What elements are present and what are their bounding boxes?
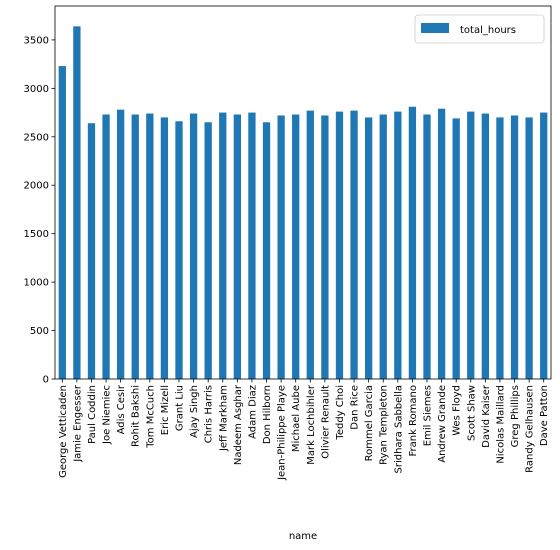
bar <box>481 113 489 379</box>
bar <box>146 113 154 379</box>
x-tick-label: Dave Patton <box>539 385 550 446</box>
bar <box>510 115 519 379</box>
legend-swatch <box>421 23 449 33</box>
x-tick-label: Michael Aube <box>291 385 302 452</box>
x-tick-label: Sridhara Sabbella <box>393 385 404 473</box>
bar <box>292 114 300 379</box>
bar <box>408 106 417 379</box>
legend-label: total_hours <box>460 25 516 36</box>
x-tick-label: Ajay Singh <box>189 385 200 438</box>
bar <box>365 117 373 380</box>
x-tick-label: Nadeem Asghar <box>233 384 244 465</box>
bar <box>452 118 460 379</box>
x-tick-label: Jean-Philippe Playe <box>277 385 288 481</box>
plot-frame <box>54 5 552 380</box>
bar <box>117 109 125 379</box>
x-axis: George Vetticaden Jamie Engesser Paul Codd… <box>58 379 550 481</box>
x-tick-label: Chris Harris <box>204 385 215 443</box>
y-tick-label: 1000 <box>24 278 49 289</box>
bar <box>73 26 81 379</box>
x-tick-label: Teddy Choi <box>335 385 346 441</box>
x-tick-label: Dan Rice <box>350 385 361 430</box>
x-tick-label: Rommel Garcia <box>364 385 375 461</box>
bar <box>219 112 227 379</box>
legend: total_hours <box>414 14 545 44</box>
bar <box>262 122 271 379</box>
x-tick-label: Wes Floyd <box>452 385 463 436</box>
x-tick-label: Greg Phillips <box>510 385 521 447</box>
bar <box>175 121 183 379</box>
bar <box>467 111 475 379</box>
bar <box>248 112 256 379</box>
x-tick-label: George Vetticaden <box>58 385 69 478</box>
bars-group <box>58 26 548 380</box>
x-tick-label: Jamie Engesser <box>72 384 83 463</box>
y-axis: 0 500 1000 1500 2000 2500 3000 3500 <box>24 35 55 386</box>
bar <box>525 117 533 380</box>
bar <box>277 115 285 379</box>
bar <box>160 117 169 380</box>
x-tick-label: Rohit Bakshi <box>131 385 142 447</box>
x-tick-label: Scott Shaw <box>466 385 477 441</box>
x-tick-label: Joe Niemiec <box>102 385 113 445</box>
x-tick-label: Tom McCuch <box>145 385 156 449</box>
x-tick-label: Jeff Markham <box>218 385 229 452</box>
bar <box>102 114 110 379</box>
bar <box>335 111 344 379</box>
x-tick-label: Paul Coddin <box>87 385 98 444</box>
bar <box>204 122 212 379</box>
y-tick-label: 0 <box>43 375 49 386</box>
bar <box>394 111 402 379</box>
bar <box>496 117 504 380</box>
bar <box>437 108 446 379</box>
y-tick-label: 3500 <box>24 35 49 46</box>
bar <box>131 114 139 379</box>
bar <box>87 123 96 379</box>
y-tick-label: 2500 <box>24 132 49 143</box>
bar <box>306 110 314 379</box>
bar <box>189 113 198 379</box>
bar <box>321 115 329 379</box>
x-axis-title: name <box>289 531 317 542</box>
bar <box>58 66 66 379</box>
bar <box>423 114 431 379</box>
bar <box>350 110 358 379</box>
x-tick-label: Olivier Renault <box>320 385 331 459</box>
x-tick-label: Nicolas Maillard <box>495 385 506 464</box>
y-tick-label: 2000 <box>24 181 49 192</box>
x-tick-label: Emil Siemes <box>423 385 434 446</box>
x-tick-label: David Kaiser <box>481 384 492 448</box>
legend-box <box>414 14 545 44</box>
x-tick-label: Mark Lochbihler <box>306 384 317 465</box>
x-tick-label: Ryan Templeton <box>379 385 390 465</box>
y-tick-label: 1500 <box>24 229 49 240</box>
y-tick-label: 3000 <box>24 84 49 95</box>
x-tick-label: Adam Diaz <box>247 385 258 439</box>
x-tick-label: Adis Cesir <box>116 384 127 434</box>
x-tick-label: Randy Gelhausen <box>525 385 536 473</box>
x-tick-label: Eric Mizell <box>160 385 171 435</box>
bar <box>233 114 241 379</box>
bar <box>379 114 387 379</box>
x-tick-label: Don Hilborn <box>262 385 273 444</box>
y-tick-label: 500 <box>30 326 49 337</box>
x-tick-label: Frank Romano <box>408 385 419 457</box>
bar <box>540 112 548 379</box>
x-tick-label: Andrew Grande <box>437 385 448 463</box>
x-tick-label: Grant Liu <box>175 385 186 431</box>
